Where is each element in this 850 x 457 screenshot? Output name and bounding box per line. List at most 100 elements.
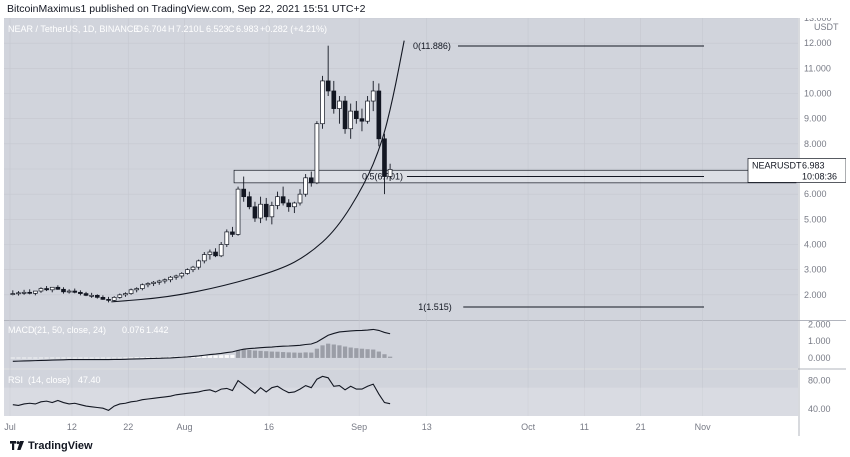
candle — [38, 288, 44, 292]
candle — [83, 293, 89, 296]
time-axis-tick: Sep — [351, 422, 367, 432]
candle — [55, 286, 61, 290]
macd-histogram-bar — [331, 344, 336, 358]
price-axis-unit: USDT — [814, 22, 839, 32]
candle — [196, 260, 201, 268]
macd-histogram-bar — [275, 351, 280, 358]
macd-histogram-bar — [50, 357, 55, 359]
macd-histogram-bar — [106, 357, 111, 359]
macd-histogram-bar — [252, 350, 258, 358]
price-axis-tick: 9.000 — [804, 114, 827, 124]
candle — [382, 138, 387, 177]
price-label-symbol: NEARUSDT — [752, 160, 802, 170]
macd-histogram-bar — [196, 355, 201, 358]
macd-histogram-bar — [157, 356, 162, 358]
macd-histogram-bar — [258, 350, 263, 358]
candle — [387, 169, 393, 177]
price-label-countdown: 10:08:36 — [802, 171, 837, 181]
candle — [370, 90, 376, 102]
macd-histogram-bar — [354, 348, 359, 358]
candle — [263, 203, 269, 218]
macd-histogram-bar — [219, 355, 224, 358]
candle — [325, 80, 331, 92]
candle — [353, 110, 359, 120]
macd-histogram-bar — [95, 357, 100, 359]
brand-label: TradingView — [28, 440, 93, 452]
macd-histogram-bar — [27, 357, 32, 359]
candle — [348, 110, 354, 130]
macd-axis-tick: 0.000 — [808, 353, 831, 363]
macd-histogram-bar — [151, 357, 156, 358]
macd-histogram-bar — [309, 352, 314, 358]
price-legend-symbol: NEAR / TetherUS, 1D, BINANCE — [8, 24, 139, 34]
candle — [224, 231, 230, 245]
price-axis-tick: 12.000 — [804, 38, 832, 48]
macd-histogram-bar — [117, 357, 122, 359]
chart-frame[interactable]: 2.0003.0004.0005.0006.0007.0008.0009.000… — [4, 18, 846, 436]
legend-key: O — [136, 24, 143, 34]
macd-legend-value2: 1.442 — [146, 325, 169, 335]
candle — [342, 100, 348, 130]
candle — [44, 288, 49, 291]
candle — [235, 188, 241, 235]
macd-histogram-bar — [83, 357, 89, 359]
macd-histogram-bar — [145, 357, 151, 358]
candle — [72, 290, 78, 293]
macd-histogram-bar — [281, 352, 286, 358]
macd-histogram-bar — [112, 357, 117, 359]
macd-histogram-bar — [314, 348, 320, 358]
fib-level-label: 0(11.886) — [413, 41, 451, 51]
candle — [286, 202, 292, 208]
macd-histogram-bar — [365, 349, 370, 358]
candle — [218, 244, 224, 257]
rsi-legend-params: (14, close) — [28, 375, 70, 385]
macd-histogram-bar — [359, 348, 365, 358]
candle — [123, 293, 128, 296]
time-axis-tick: Aug — [177, 422, 193, 432]
candle — [376, 90, 382, 140]
candle — [151, 281, 156, 284]
macd-histogram-bar — [140, 357, 145, 359]
macd-histogram-bar — [241, 349, 246, 358]
price-axis-tick: 10.000 — [804, 89, 832, 99]
candle — [275, 196, 280, 206]
macd-histogram-bar — [320, 345, 325, 358]
candle — [66, 290, 72, 293]
chart-svg[interactable]: 2.0003.0004.0005.0006.0007.0008.0009.000… — [4, 18, 846, 436]
time-axis-tick: 11 — [580, 422, 589, 432]
candle — [100, 297, 106, 300]
macd-histogram-bar — [21, 357, 27, 359]
rsi-axis-tick: 80.00 — [808, 376, 831, 386]
parabolic-curve — [111, 40, 405, 303]
candle — [21, 291, 27, 294]
tradingview-brand[interactable]: TradingView — [10, 440, 93, 452]
macd-histogram-bar — [16, 357, 21, 359]
candle — [173, 275, 179, 278]
legend-key: C — [228, 24, 235, 34]
legend-key: L — [199, 24, 204, 34]
price-label-box — [747, 158, 846, 183]
price-axis-tick: 4.000 — [804, 240, 827, 250]
macd-histogram-bar — [72, 357, 77, 359]
candle — [168, 276, 173, 281]
candle — [162, 279, 168, 282]
macd-histogram-bar — [387, 356, 393, 358]
macd-axis-tick: 2.000 — [808, 319, 831, 329]
candle — [185, 269, 190, 274]
time-axis-tick: 12 — [67, 422, 77, 432]
macd-legend-name: MACD — [8, 325, 35, 335]
macd-line — [12, 328, 391, 362]
macd-histogram-bar — [202, 355, 207, 358]
macd-pane-bg — [4, 321, 798, 368]
candle — [49, 286, 55, 291]
rsi-line — [12, 375, 391, 411]
macd-histogram-bar — [337, 345, 342, 358]
candle — [78, 291, 83, 294]
candle — [303, 177, 308, 195]
fib-level-label: 1(1.515) — [418, 302, 452, 312]
candle — [201, 254, 207, 262]
candle — [33, 290, 38, 294]
candle — [252, 206, 258, 219]
macd-histogram-bar — [230, 354, 235, 358]
macd-histogram-bar — [67, 357, 72, 359]
